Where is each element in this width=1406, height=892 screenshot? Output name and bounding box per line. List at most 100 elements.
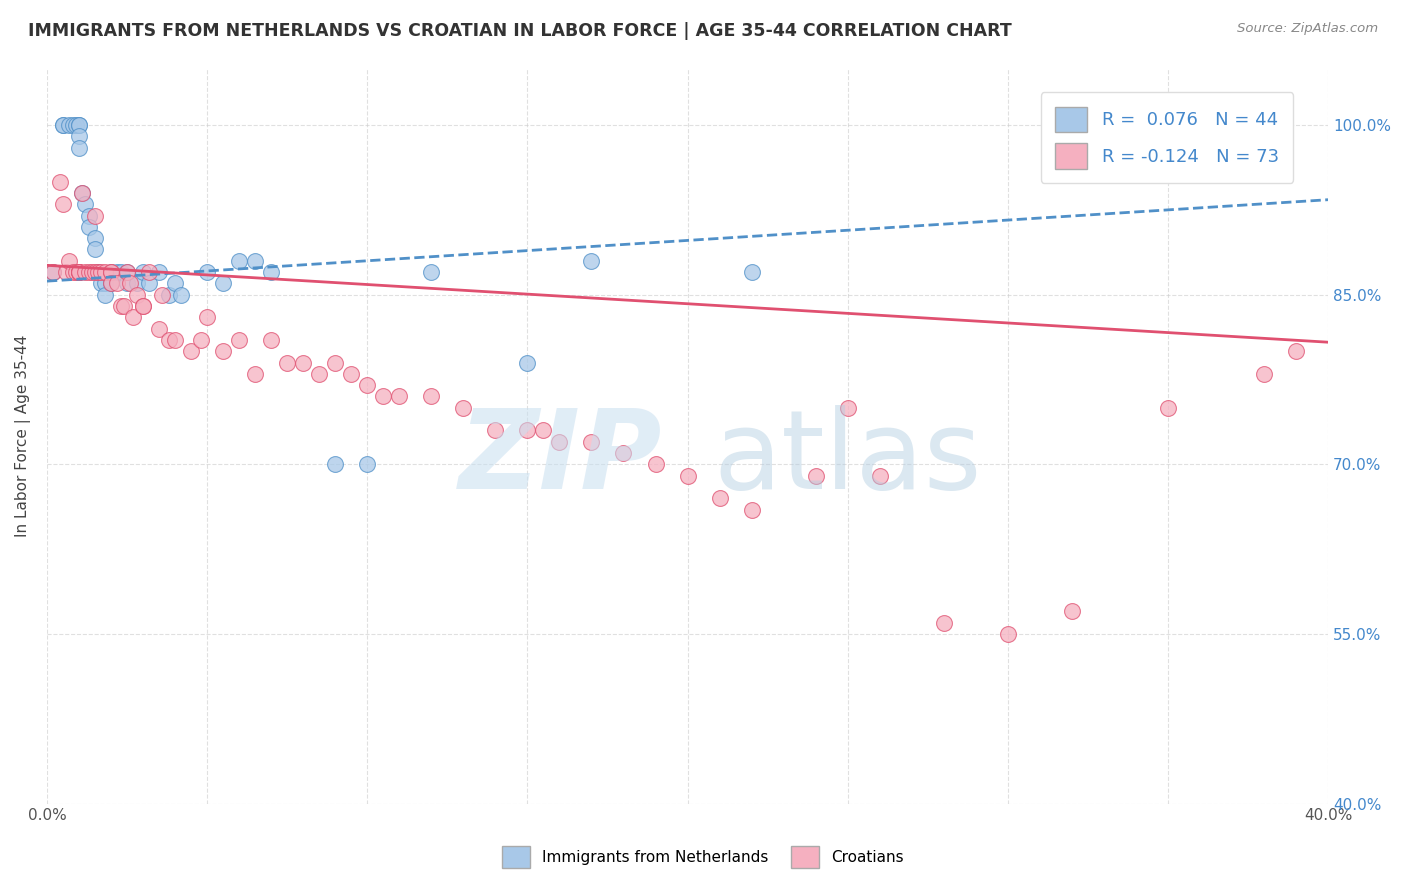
Point [84, 265, 107, 279]
Point [837, 401, 859, 415]
Point [93, 265, 115, 279]
Point [150, 287, 173, 301]
Point [67, 265, 90, 279]
Point [67, 265, 90, 279]
Point [276, 355, 298, 369]
Point [67, 141, 90, 155]
Point [75, 265, 97, 279]
Point [84, 243, 107, 257]
Point [65, 265, 87, 279]
Point [58, 118, 80, 132]
Point [67, 265, 90, 279]
Point [67, 118, 90, 132]
Point [65, 118, 87, 132]
Point [100, 265, 122, 279]
Point [62, 118, 84, 132]
Point [260, 333, 283, 347]
Point [644, 458, 666, 472]
Point [75, 197, 97, 211]
Point [67, 265, 90, 279]
Point [58, 253, 80, 268]
Point [77, 209, 100, 223]
Point [132, 265, 155, 279]
Legend: Immigrants from Netherlands, Croatians: Immigrants from Netherlands, Croatians [495, 838, 911, 875]
Point [212, 277, 235, 291]
Point [100, 265, 122, 279]
Point [132, 299, 155, 313]
Point [1157, 401, 1180, 415]
Point [195, 265, 218, 279]
Point [356, 378, 378, 392]
Point [70, 186, 93, 200]
Point [80, 265, 103, 279]
Point [373, 389, 395, 403]
Point [110, 265, 132, 279]
Point [484, 424, 506, 438]
Point [581, 253, 603, 268]
Point [165, 333, 187, 347]
Point [548, 434, 571, 449]
Point [388, 389, 411, 403]
Point [93, 287, 115, 301]
Point [52, 118, 75, 132]
Point [157, 287, 180, 301]
Point [107, 277, 129, 291]
Point [157, 333, 180, 347]
Point [90, 277, 112, 291]
Point [112, 299, 135, 313]
Point [676, 468, 699, 483]
Point [120, 277, 142, 291]
Point [115, 277, 138, 291]
Point [52, 197, 75, 211]
Point [84, 209, 107, 223]
Point [100, 277, 122, 291]
Point [67, 118, 90, 132]
Point [612, 446, 634, 460]
Point [77, 265, 100, 279]
Point [138, 277, 160, 291]
Point [709, 491, 731, 506]
Point [869, 468, 891, 483]
Point [420, 265, 443, 279]
Point [55, 265, 77, 279]
Point [122, 310, 145, 325]
Legend: R =  0.076   N = 44, R = -0.124   N = 73: R = 0.076 N = 44, R = -0.124 N = 73 [1040, 92, 1294, 183]
Point [115, 265, 138, 279]
Point [42, 265, 65, 279]
Point [243, 253, 266, 268]
Point [132, 299, 155, 313]
Point [87, 265, 110, 279]
Point [93, 277, 115, 291]
Point [62, 265, 84, 279]
Point [67, 129, 90, 144]
Point [110, 299, 132, 313]
Point [100, 265, 122, 279]
Text: ZIP: ZIP [458, 405, 662, 512]
Point [260, 265, 283, 279]
Point [741, 502, 763, 516]
Point [180, 344, 202, 359]
Point [125, 287, 148, 301]
Point [581, 434, 603, 449]
Text: IMMIGRANTS FROM NETHERLANDS VS CROATIAN IN LABOR FORCE | AGE 35-44 CORRELATION C: IMMIGRANTS FROM NETHERLANDS VS CROATIAN … [28, 22, 1012, 40]
Point [804, 468, 827, 483]
Point [516, 424, 538, 438]
Text: Source: ZipAtlas.com: Source: ZipAtlas.com [1237, 22, 1378, 36]
Point [90, 265, 112, 279]
Point [87, 265, 110, 279]
Point [533, 424, 555, 438]
Point [42, 265, 65, 279]
Point [340, 367, 363, 381]
Point [190, 333, 212, 347]
Point [228, 253, 250, 268]
Point [741, 265, 763, 279]
Point [77, 219, 100, 234]
Point [170, 287, 193, 301]
Point [1285, 344, 1308, 359]
Point [243, 367, 266, 381]
Point [932, 615, 955, 630]
Point [453, 401, 475, 415]
Point [516, 355, 538, 369]
Point [1060, 604, 1083, 618]
Y-axis label: In Labor Force | Age 35-44: In Labor Force | Age 35-44 [15, 334, 31, 537]
